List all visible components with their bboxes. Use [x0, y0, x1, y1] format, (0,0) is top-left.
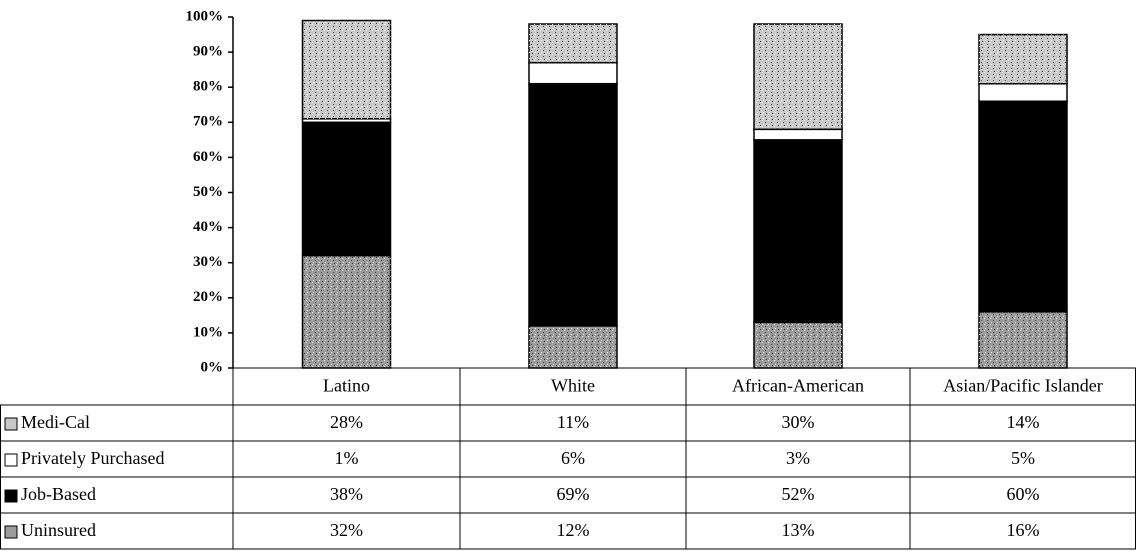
- data-label: 52%: [782, 484, 815, 504]
- data-label: 30%: [782, 412, 815, 432]
- bar-texture: [302, 20, 391, 119]
- legend-label: Medi-Cal: [21, 412, 90, 432]
- data-label: 6%: [561, 448, 585, 468]
- bar-texture: [302, 255, 391, 368]
- y-tick-label: 40%: [193, 219, 223, 235]
- y-tick-label: 50%: [193, 184, 223, 200]
- legend-label: Privately Purchased: [21, 448, 164, 468]
- legend-label: Uninsured: [21, 520, 96, 540]
- bar-segment: [528, 82, 618, 327]
- bar-segment: [753, 128, 843, 141]
- x-tick-label: Asian/Pacific Islander: [943, 376, 1102, 396]
- y-tick-label: 90%: [193, 44, 223, 60]
- data-label: 11%: [557, 412, 589, 432]
- bar-texture: [754, 24, 842, 130]
- data-label: 16%: [1007, 520, 1040, 540]
- legend-label: Job-Based: [21, 484, 96, 504]
- legend-swatch: [4, 453, 18, 467]
- y-tick-label: 60%: [193, 149, 223, 165]
- bar-segment: [528, 61, 618, 85]
- legend-swatch: [4, 489, 18, 503]
- y-tick-label: 20%: [193, 289, 223, 305]
- y-tick-label: 70%: [193, 114, 223, 130]
- data-label: 28%: [330, 412, 363, 432]
- y-tick-label: 80%: [193, 79, 223, 95]
- y-tick-label: 100%: [186, 8, 224, 24]
- data-label: 3%: [786, 448, 810, 468]
- data-label: 32%: [330, 520, 363, 540]
- bar-texture: [529, 325, 617, 368]
- bar-segment: [301, 121, 392, 257]
- bar-texture: [979, 311, 1067, 368]
- bar-texture: [754, 322, 842, 368]
- data-label: 5%: [1011, 448, 1035, 468]
- y-tick-label: 10%: [193, 324, 223, 340]
- data-label: 14%: [1007, 412, 1040, 432]
- x-tick-label: African-American: [732, 376, 864, 396]
- data-label: 12%: [557, 520, 590, 540]
- data-label: 1%: [335, 448, 359, 468]
- data-label: 13%: [782, 520, 815, 540]
- bar-segment: [753, 139, 843, 324]
- bar-texture: [529, 24, 617, 63]
- x-tick-label: Latino: [323, 376, 370, 396]
- data-label: 60%: [1007, 484, 1040, 504]
- legend-swatch: [4, 417, 18, 431]
- data-label: 38%: [330, 484, 363, 504]
- bar-texture: [979, 34, 1067, 84]
- y-tick-label: 0%: [201, 359, 224, 375]
- y-tick-label: 30%: [193, 254, 223, 270]
- data-label: 69%: [557, 484, 590, 504]
- bar-segment: [978, 82, 1068, 102]
- bar-segment: [978, 100, 1068, 313]
- x-tick-label: White: [551, 376, 595, 396]
- legend-swatch: [4, 525, 18, 539]
